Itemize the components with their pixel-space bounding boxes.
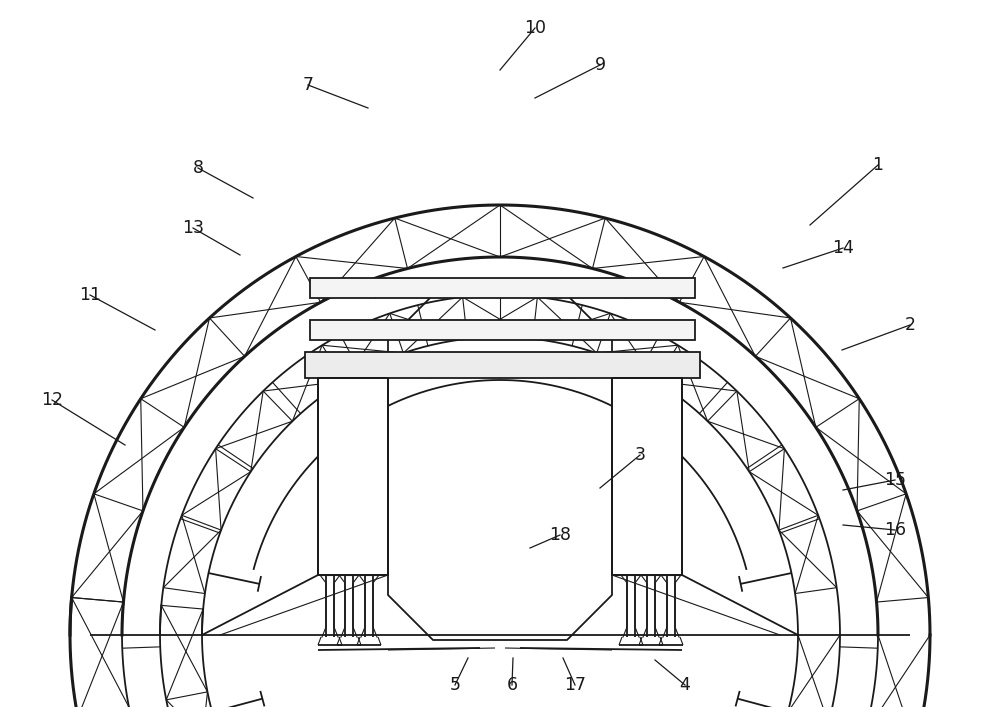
Text: 2: 2 xyxy=(904,316,916,334)
Text: 14: 14 xyxy=(832,239,854,257)
Bar xyxy=(318,378,388,575)
Text: 1: 1 xyxy=(872,156,884,174)
Text: 16: 16 xyxy=(884,521,906,539)
Text: 9: 9 xyxy=(594,56,606,74)
Text: 11: 11 xyxy=(79,286,101,304)
Text: 17: 17 xyxy=(564,676,586,694)
Text: 8: 8 xyxy=(192,159,204,177)
Bar xyxy=(310,320,695,340)
Bar xyxy=(612,378,682,575)
Text: 4: 4 xyxy=(680,676,690,694)
Text: 5: 5 xyxy=(450,676,460,694)
Text: 10: 10 xyxy=(524,19,546,37)
Text: 13: 13 xyxy=(182,219,204,237)
Bar xyxy=(318,378,388,575)
Text: 15: 15 xyxy=(884,471,906,489)
Text: 18: 18 xyxy=(549,526,571,544)
Bar xyxy=(612,378,682,575)
Text: 3: 3 xyxy=(635,446,646,464)
Bar xyxy=(305,352,700,378)
Text: 12: 12 xyxy=(41,391,63,409)
Bar xyxy=(310,278,695,298)
Text: 6: 6 xyxy=(506,676,518,694)
Text: 7: 7 xyxy=(302,76,314,94)
